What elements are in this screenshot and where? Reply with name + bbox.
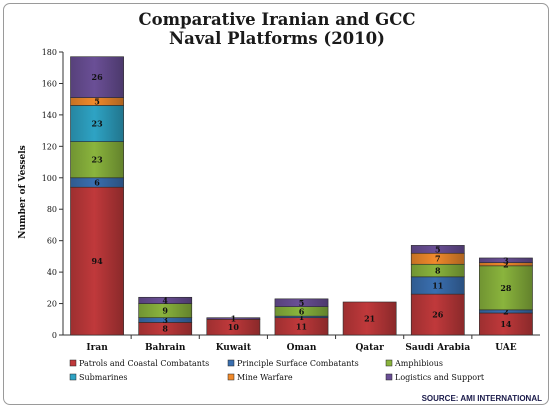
y-tick-label: 140 <box>42 111 57 120</box>
x-category-label: Oman <box>287 343 317 353</box>
data-label: 5 <box>299 298 305 308</box>
x-category-label: Iran <box>86 343 108 353</box>
data-label: 21 <box>364 313 375 323</box>
bar-segment <box>410 293 465 336</box>
data-label: 11 <box>296 321 307 331</box>
data-label: 6 <box>94 177 100 187</box>
y-tick-label: 60 <box>47 237 57 246</box>
x-category-label: Kuwait <box>216 343 252 353</box>
y-tick-label: 100 <box>42 174 57 183</box>
x-category-label: Saudi Arabia <box>405 343 470 353</box>
y-tick-label: 160 <box>42 79 57 88</box>
data-label: 8 <box>435 266 441 276</box>
bar-segment <box>70 186 124 336</box>
data-label: 1 <box>299 312 305 322</box>
chart-title-line-1: Comparative Iranian and GCC <box>138 10 415 29</box>
legend-label: Amphibious <box>394 359 443 368</box>
data-label: 23 <box>92 119 104 129</box>
y-tick-label: 0 <box>52 331 57 340</box>
legend-swatch <box>69 359 77 367</box>
y-axis-label: Number of Vessels <box>18 145 28 238</box>
data-label: 2 <box>503 306 509 316</box>
legend-label: Mine Warfare <box>237 373 293 382</box>
legend-swatch <box>385 359 393 367</box>
y-tick-label: 120 <box>42 142 57 151</box>
chart-title-line-2: Naval Platforms (2010) <box>169 29 385 48</box>
data-label: 26 <box>92 72 104 82</box>
chart-svg: Comparative Iranian and GCC Naval Platfo… <box>18 10 543 403</box>
data-label: 28 <box>500 283 512 293</box>
y-tick-label: 40 <box>47 268 57 277</box>
data-label: 5 <box>435 244 441 254</box>
x-category-label: Qatar <box>355 343 384 353</box>
bar-segment <box>70 56 124 98</box>
chart-frame: Comparative Iranian and GCC Naval Platfo… <box>3 3 549 405</box>
bar-segment <box>138 296 193 304</box>
data-label: 1 <box>231 313 237 323</box>
x-category-label: UAE <box>495 343 517 353</box>
y-tick-label: 80 <box>47 205 57 214</box>
data-label: 2 <box>503 259 509 269</box>
data-label: 3 <box>503 255 509 265</box>
legend-label: Principle Surface Combatants <box>237 359 359 368</box>
legend: Patrols and Coastal Combatants Principle … <box>69 359 485 382</box>
data-label: 10 <box>228 322 240 332</box>
data-label: 23 <box>92 155 104 165</box>
legend-swatch <box>227 359 235 367</box>
y-tick-label: 20 <box>47 300 57 309</box>
y-tick-label: 180 <box>42 48 57 57</box>
x-category-label: Bahrain <box>145 343 186 353</box>
data-label: 6 <box>299 306 305 316</box>
bar-segment <box>410 245 465 254</box>
data-label: 94 <box>92 256 104 266</box>
bar-segment <box>479 265 533 311</box>
data-label: 3 <box>162 315 168 325</box>
data-label: 7 <box>435 254 441 264</box>
data-label: 8 <box>162 324 168 334</box>
data-label: 4 <box>162 295 168 305</box>
legend-swatch <box>69 373 77 381</box>
bar-segment <box>342 301 397 336</box>
data-label: 5 <box>94 97 100 107</box>
bar-segment <box>206 317 261 320</box>
legend-label: Logistics and Support <box>395 373 485 382</box>
bar-segment <box>274 298 329 308</box>
source-note: SOURCE: AMI INTERNATIONAL <box>422 394 543 403</box>
data-label: 11 <box>432 280 443 290</box>
legend-label: Patrols and Coastal Combatants <box>79 359 209 368</box>
legend-label: Submarines <box>79 373 127 382</box>
legend-swatch <box>227 373 235 381</box>
data-label: 14 <box>500 319 512 329</box>
legend-swatch <box>385 373 393 381</box>
data-label: 26 <box>432 310 444 320</box>
data-label: 9 <box>162 306 168 316</box>
bar-segment <box>479 257 533 263</box>
